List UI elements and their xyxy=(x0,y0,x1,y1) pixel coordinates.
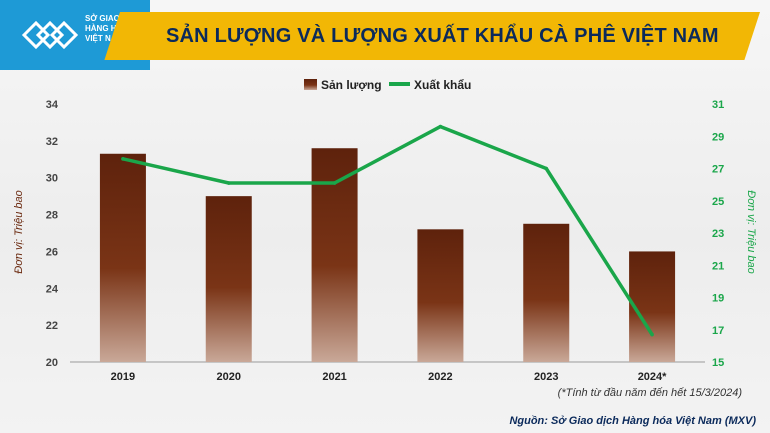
right-tick-label: 25 xyxy=(712,196,724,208)
line-point xyxy=(332,181,337,185)
legend: Sản lượng Xuất khẩu xyxy=(304,78,471,92)
header: SỞ GIAO DỊCH HÀNG HÓA VIỆT NAM SẢN LƯỢNG… xyxy=(0,0,770,70)
bar xyxy=(629,251,676,362)
logo-text: SỞ GIAO DỊCH HÀNG HÓA VIỆT NAM xyxy=(85,14,147,44)
logo-line: SỞ GIAO DỊCH xyxy=(85,14,142,23)
source: Nguồn: Sở Giao dịch Hàng hóa Việt Nam (M… xyxy=(509,415,756,427)
line-point xyxy=(544,166,549,171)
logo-line: VIỆT NAM xyxy=(85,34,124,43)
left-tick-label: 20 xyxy=(46,357,58,369)
x-tick-label: 2023 xyxy=(534,371,558,383)
right-tick-label: 21 xyxy=(712,260,724,272)
left-tick-label: 22 xyxy=(46,320,58,332)
right-tick-label: 27 xyxy=(712,164,724,176)
right-tick-label: 31 xyxy=(712,99,724,111)
left-tick-label: 28 xyxy=(46,210,58,222)
x-tick-label: 2020 xyxy=(217,371,241,383)
right-tick-label: 29 xyxy=(712,131,724,143)
footnote: (*Tính từ đầu năm đến hết 15/3/2024) xyxy=(558,387,743,399)
x-axis-ticks: 2019 2020 2021 2022 2023 2024* xyxy=(111,371,667,383)
right-tick-label: 23 xyxy=(712,228,724,240)
right-axis-label: Đơn vị: Triệu bao xyxy=(745,190,757,273)
bar xyxy=(417,229,464,362)
line-point xyxy=(226,181,231,185)
right-tick-label: 19 xyxy=(712,293,724,305)
line-point xyxy=(438,124,443,129)
left-tick-label: 24 xyxy=(46,283,59,295)
chart-title: SẢN LƯỢNG VÀ LƯỢNG XUẤT KHẨU CÀ PHÊ VIỆT… xyxy=(166,25,719,47)
left-tick-label: 34 xyxy=(46,99,59,111)
line-point xyxy=(650,332,654,337)
bar xyxy=(205,196,252,362)
left-tick-label: 32 xyxy=(46,136,58,148)
legend-label-line: Xuất khẩu xyxy=(414,78,471,92)
x-tick-label: 2021 xyxy=(322,371,346,383)
legend-swatch-bar xyxy=(304,79,317,90)
right-tick-label: 15 xyxy=(712,357,724,369)
line-point xyxy=(121,157,125,161)
left-axis-ticks: 20 22 24 26 28 30 32 34 xyxy=(46,99,59,369)
left-tick-label: 30 xyxy=(46,173,58,185)
right-axis-ticks: 15 17 19 21 23 25 27 29 31 xyxy=(712,99,724,369)
line-series xyxy=(121,124,654,337)
bar xyxy=(99,153,146,362)
export-line xyxy=(122,124,654,336)
bar xyxy=(523,223,570,362)
right-tick-label: 17 xyxy=(712,325,724,337)
left-axis-label: Đơn vị: Triệu bao xyxy=(13,190,25,273)
left-tick-label: 26 xyxy=(46,246,58,258)
bar xyxy=(311,148,358,362)
legend-label-bar: Sản lượng xyxy=(321,78,382,92)
x-tick-label: 2024* xyxy=(638,371,667,383)
logo-line: HÀNG HÓA xyxy=(85,24,129,33)
mxv-logo-icon xyxy=(21,20,79,50)
x-tick-label: 2019 xyxy=(111,371,135,383)
bar-series xyxy=(99,148,676,362)
x-tick-label: 2022 xyxy=(428,371,452,383)
